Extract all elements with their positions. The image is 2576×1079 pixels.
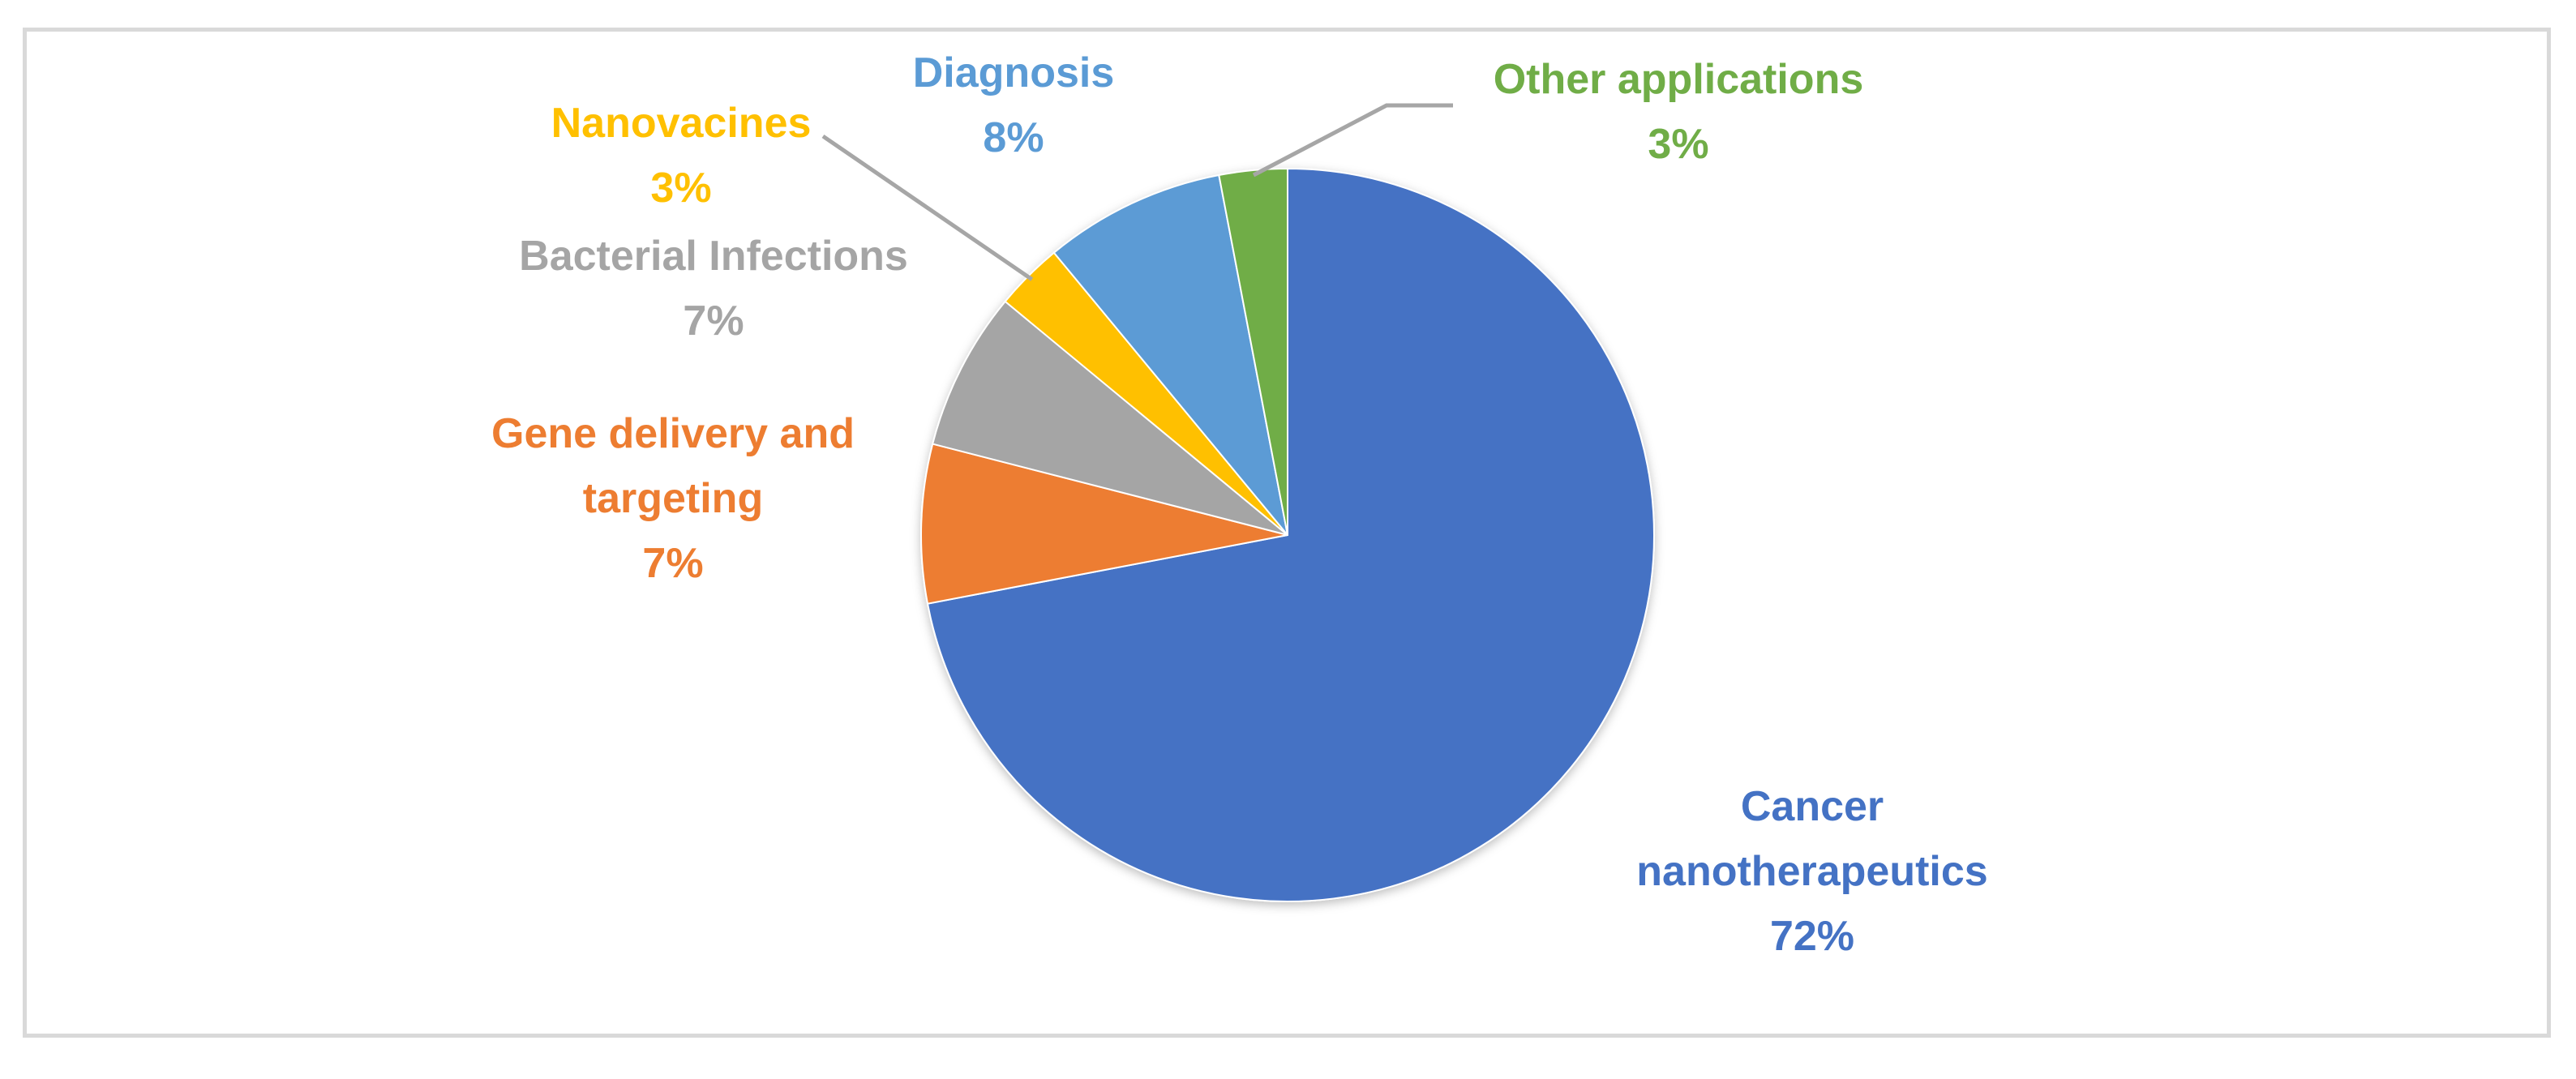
label-name: Gene delivery and targeting xyxy=(491,410,855,522)
data-label-diagnosis: Diagnosis 8% xyxy=(843,41,1184,170)
pie-slice-bacterial-infections xyxy=(931,300,1288,536)
label-percent: 7% xyxy=(683,298,744,345)
label-percent: 7% xyxy=(642,540,704,587)
data-label-gene-delivery: Gene delivery and targeting 7% xyxy=(438,401,908,596)
label-percent: 8% xyxy=(983,114,1044,161)
pie-slice-gene-delivery-and-targeting xyxy=(920,443,1288,605)
label-name: Other applications xyxy=(1493,56,1864,103)
label-name: Nanovacines xyxy=(551,100,812,147)
data-label-cancer-nanotherapeutics: Cancer nanotherapeutics 72% xyxy=(1553,774,2072,969)
label-percent: 72% xyxy=(1769,913,1855,960)
data-label-other-applications: Other applications 3% xyxy=(1427,47,1930,177)
label-name: Diagnosis xyxy=(912,49,1115,96)
data-label-nanovacines: Nanovacines 3% xyxy=(519,91,843,221)
label-percent: 3% xyxy=(1648,121,1709,168)
label-name: Cancer nanotherapeutics xyxy=(1636,783,1988,895)
label-name: Bacterial Infections xyxy=(519,233,908,280)
pie-slice-other-applications xyxy=(1218,167,1288,536)
pie-slice-diagnosis xyxy=(1052,173,1288,536)
leader-line-nanovacines xyxy=(821,134,1034,281)
pie-slice-cancer-nanotherapeutics xyxy=(926,167,1655,902)
leader-line-other-applications xyxy=(1252,103,1453,178)
label-percent: 3% xyxy=(650,165,712,212)
data-label-bacterial-infections: Bacterial Infections 7% xyxy=(470,224,957,353)
